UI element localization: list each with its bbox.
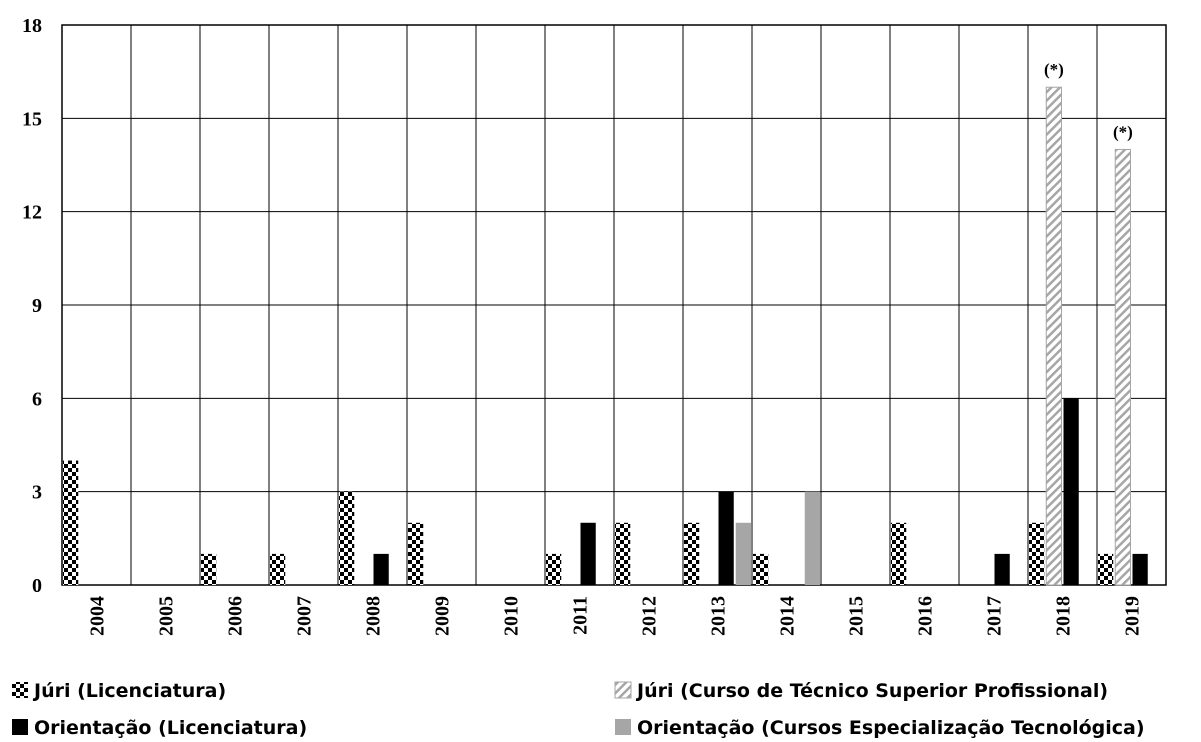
bar <box>580 522 596 585</box>
bar <box>1063 398 1079 585</box>
x-tick-label: 2015 <box>846 596 868 636</box>
y-tick-label: 9 <box>32 295 42 317</box>
x-tick-label: 2012 <box>639 596 661 636</box>
bar <box>339 491 355 585</box>
x-tick-label: 2008 <box>363 596 385 636</box>
bar <box>1098 553 1114 585</box>
bar <box>1045 86 1062 586</box>
bar <box>735 522 751 585</box>
bar <box>994 553 1010 585</box>
bar <box>373 553 389 585</box>
y-tick-label: 0 <box>32 575 42 597</box>
bar <box>718 491 734 585</box>
bar <box>891 522 907 585</box>
bar <box>408 522 424 585</box>
bar <box>804 491 820 585</box>
y-tick-label: 12 <box>22 202 42 224</box>
y-tick-label: 6 <box>32 388 42 410</box>
y-tick-label: 3 <box>32 482 42 504</box>
legend-swatch <box>12 719 28 735</box>
bar <box>1114 148 1131 586</box>
x-tick-label: 2006 <box>225 596 247 636</box>
plot-frame <box>61 24 1167 586</box>
x-tick-label: 2004 <box>87 596 109 636</box>
legend-swatch <box>12 682 28 698</box>
annotation: (*) <box>1113 122 1133 141</box>
bar <box>270 553 286 585</box>
legend-label: Júri (Licenciatura) <box>32 680 226 702</box>
bar <box>684 522 700 585</box>
x-tick-label: 2017 <box>984 596 1006 636</box>
x-tick-label: 2005 <box>156 596 178 636</box>
x-tick-label: 2018 <box>1053 596 1075 636</box>
bar <box>1132 553 1148 585</box>
x-tick-label: 2011 <box>570 596 592 635</box>
bar <box>546 553 562 585</box>
x-tick-label: 2013 <box>708 596 730 636</box>
x-tick-label: 2009 <box>432 596 454 636</box>
bar <box>1029 522 1045 585</box>
x-tick-label: 2014 <box>777 596 799 636</box>
bar <box>615 522 631 585</box>
legend-label: Orientação (Licenciatura) <box>34 717 307 739</box>
x-tick-label: 2007 <box>294 596 316 636</box>
bar <box>201 553 217 585</box>
x-tick-label: 2019 <box>1122 596 1144 636</box>
legend-label: Júri (Curso de Técnico Superior Profissi… <box>635 680 1108 702</box>
legend-swatch <box>615 719 631 735</box>
bar <box>753 553 769 585</box>
legend-swatch <box>614 681 632 699</box>
y-tick-label: 18 <box>22 15 42 37</box>
annotation: (*) <box>1044 60 1064 79</box>
x-tick-label: 2016 <box>915 596 937 636</box>
legend-label: Orientação (Cursos Especialização Tecnol… <box>637 717 1145 739</box>
bar <box>63 460 79 585</box>
y-tick-label: 15 <box>22 108 42 130</box>
x-tick-label: 2010 <box>501 596 523 636</box>
